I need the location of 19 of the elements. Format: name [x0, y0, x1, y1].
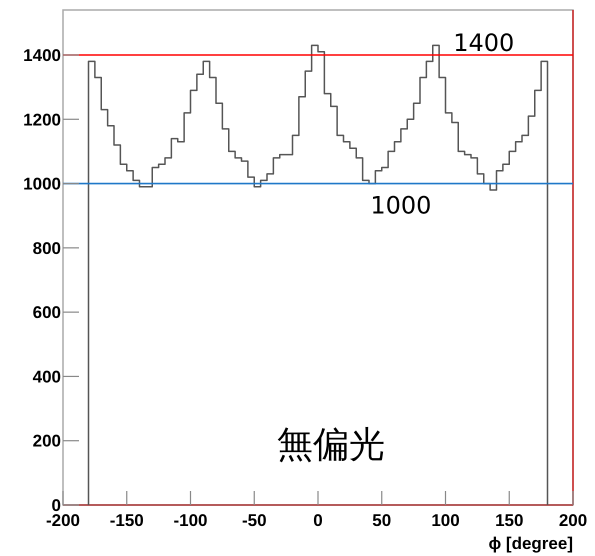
x-tick-label: 100 [431, 511, 460, 530]
y-tick-label: 400 [32, 367, 61, 386]
ref-line-label: 1000 [370, 192, 432, 220]
x-tick-label: 150 [495, 511, 524, 530]
y-tick-label: 1200 [23, 110, 61, 130]
x-tick-label: -50 [242, 511, 267, 530]
x-tick-label: -150 [110, 511, 144, 530]
y-tick-label: 1000 [23, 174, 61, 194]
y-tick-label: 600 [32, 303, 61, 322]
y-tick-label: 200 [32, 432, 61, 451]
x-tick-label: 50 [372, 511, 392, 530]
y-tick-label: 800 [32, 238, 61, 258]
y-tick-label: 1400 [23, 46, 61, 65]
x-tick-label: 200 [558, 511, 588, 530]
x-tick-label: 0 [313, 511, 323, 530]
ref-line-label: 1400 [453, 29, 514, 57]
x-axis-title: ϕ [degree] [488, 534, 573, 553]
x-tick-label: -100 [173, 511, 208, 530]
annotation: 無偏光 [276, 424, 385, 466]
